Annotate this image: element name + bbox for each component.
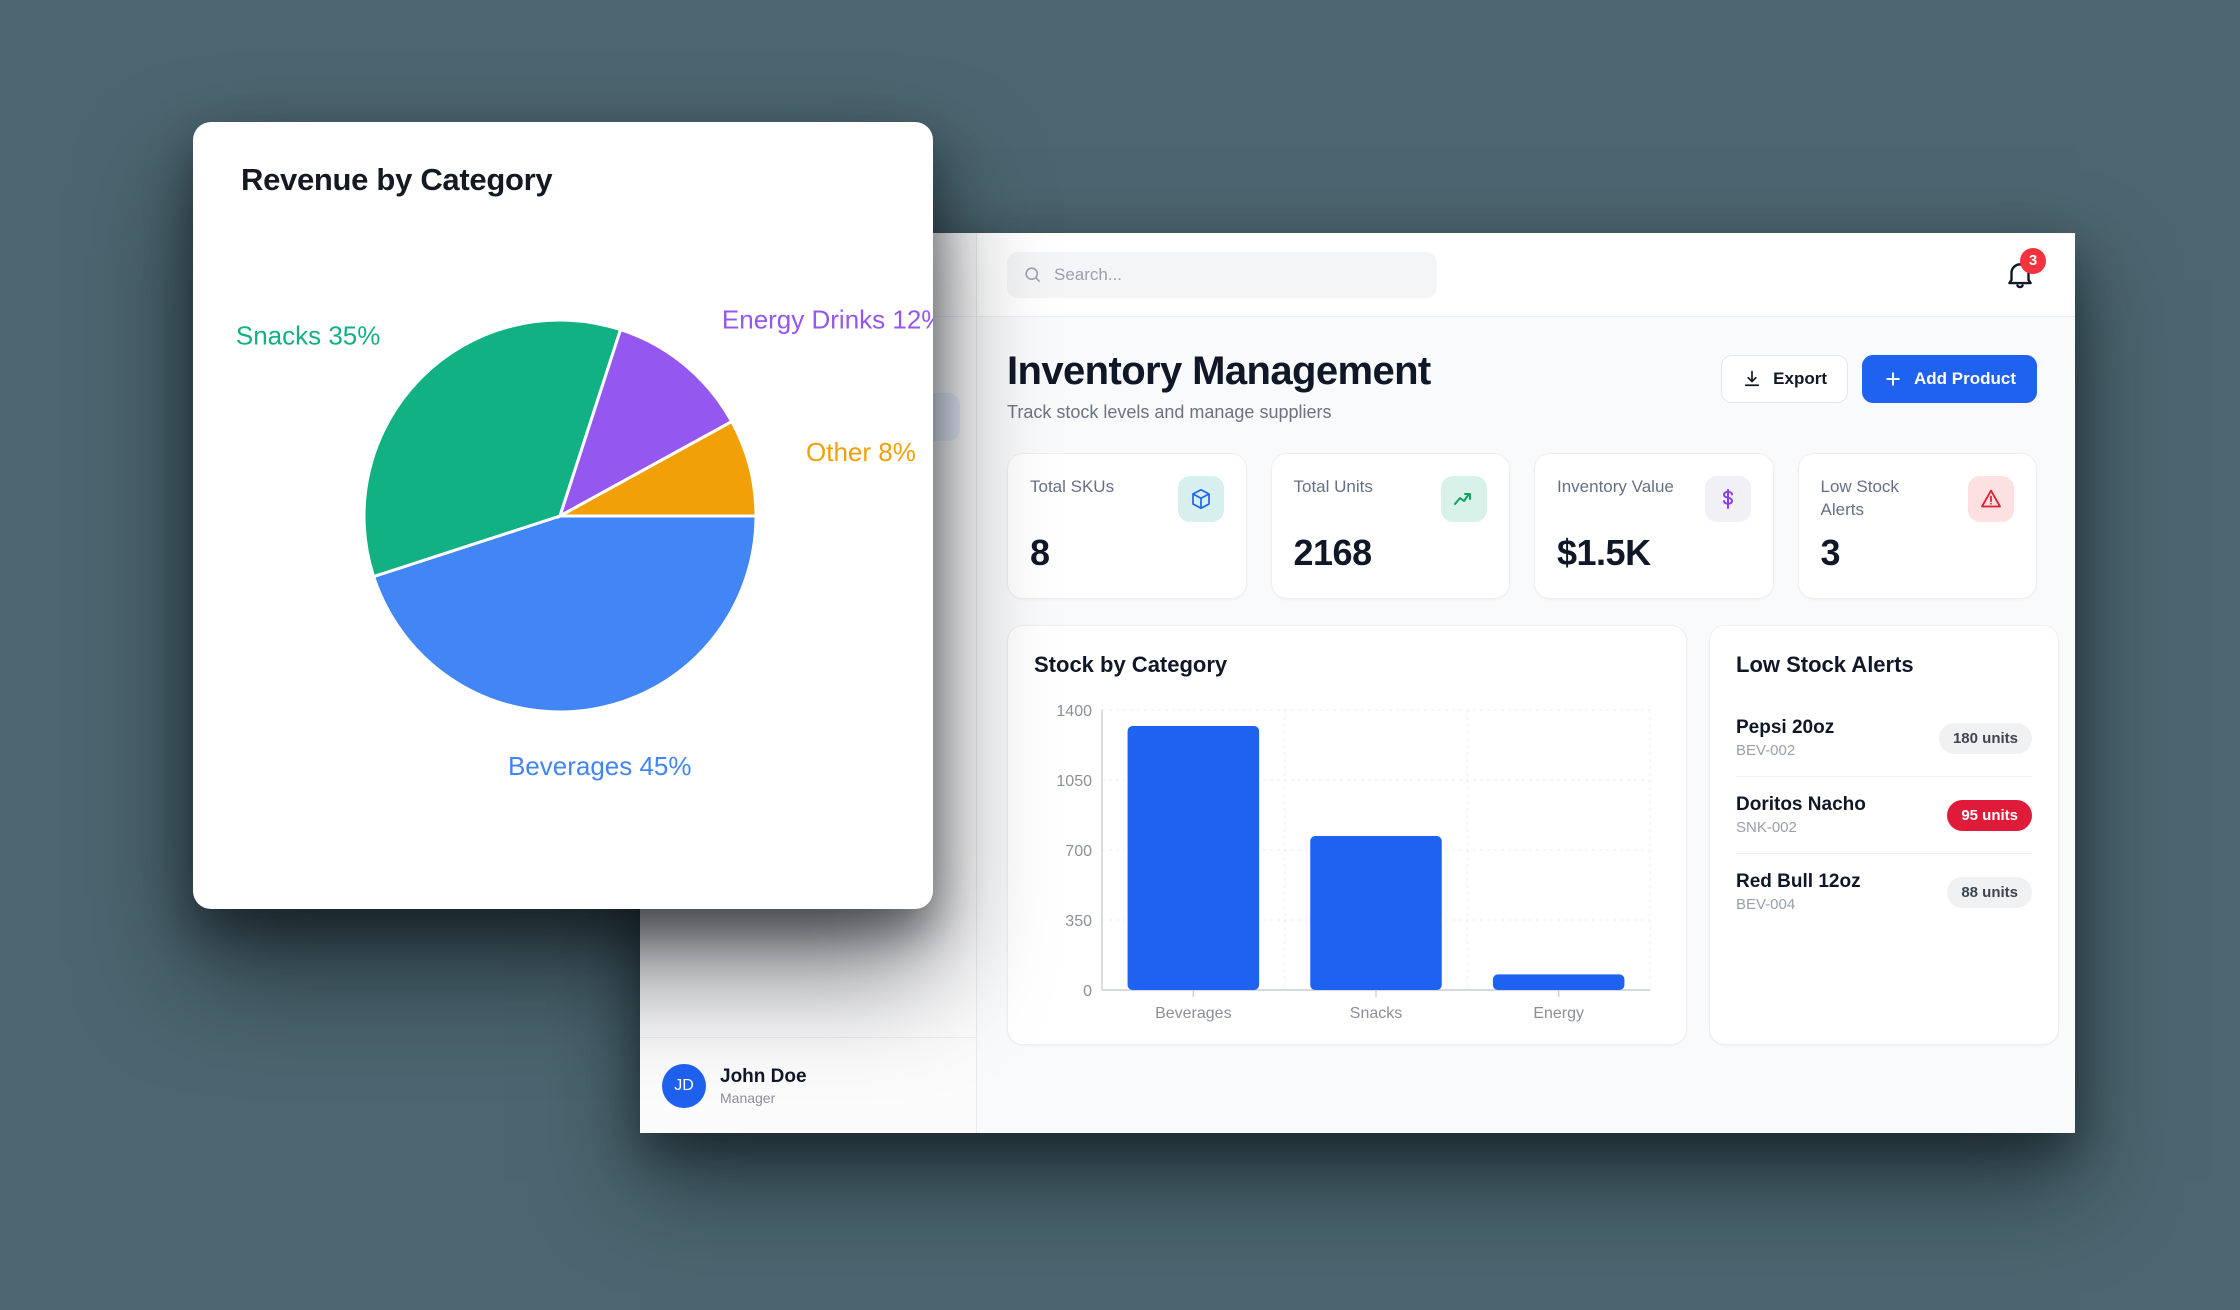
pie-slice-label: Snacks 35% [236, 320, 381, 350]
add-product-label: Add Product [1914, 369, 2016, 388]
stat-value: $1.5K [1557, 532, 1651, 573]
export-button[interactable]: Export [1721, 355, 1848, 403]
stat-label: Total Units [1293, 477, 1373, 496]
card-title: Revenue by Category [241, 162, 553, 197]
y-axis-tick-label: 1400 [1056, 703, 1092, 720]
alert-product-name: Pepsi 20oz [1736, 717, 1835, 738]
add-product-button[interactable]: Add Product [1862, 355, 2037, 403]
dashboard-panels: Stock by Category 0 350 700 1050 1400 Beverag… [1007, 625, 2059, 1045]
list-item[interactable]: Pepsi 20oz BEV-002 180 units [1736, 700, 2032, 777]
notification-badge: 3 [2020, 247, 2046, 274]
page-content: Inventory Management Track stock levels … [977, 317, 2075, 1133]
stat-value: 3 [1820, 532, 1841, 573]
dollar-icon-wrap [1704, 476, 1751, 522]
alert-list: Pepsi 20oz BEV-002 180 units Doritos Nac… [1736, 700, 2032, 930]
low-stock-alerts-panel: Low Stock Alerts Pepsi 20oz BEV-002 180 … [1709, 625, 2059, 1045]
stat-label: Total SKUs [1030, 477, 1115, 496]
alert-triangle-icon-wrap [1968, 476, 2014, 522]
stat-value: 2168 [1293, 532, 1373, 573]
pie-slice-label: Other 8% [806, 437, 916, 467]
user-name: John Doe [720, 1065, 807, 1087]
bar-chart-svg: 0 350 700 1050 1400 Beverages Snacks Energy [1056, 703, 1651, 1022]
trend-up-icon [1454, 493, 1471, 505]
alert-product-name: Red Bull 12oz [1736, 871, 1861, 892]
notification-button[interactable]: 3 [2003, 247, 2046, 292]
status-badge: 88 units [1947, 876, 2032, 908]
status-badge: 180 units [1938, 722, 2032, 754]
stat-card-inventory-value[interactable]: Inventory Value $1.5K [1534, 453, 1774, 599]
bar-chart: 0 350 700 1050 1400 Beverages Snacks Energy [1034, 696, 1660, 1026]
avatar: JD [662, 1063, 706, 1108]
y-axis-tick-label: 350 [1065, 913, 1092, 930]
stat-label: Inventory Value [1557, 477, 1674, 496]
pie-slice [557, 327, 734, 520]
box-icon [1191, 488, 1210, 510]
stat-label: Low Stock Alerts [1820, 477, 1899, 519]
stat-value: 8 [1030, 532, 1050, 573]
x-axis-tick-label: Beverages [1155, 1005, 1232, 1022]
topbar: 3 [977, 233, 2075, 317]
stat-card-total-units[interactable]: Total Units 2168 [1270, 453, 1510, 599]
export-label: Export [1773, 369, 1827, 388]
x-axis-tick-label: Snacks [1350, 1005, 1402, 1022]
alert-product-name: Doritos Nacho [1736, 794, 1866, 815]
sidebar-user[interactable]: JD John Doe Manager [640, 1037, 976, 1133]
pie-slice [559, 419, 758, 518]
pie-slice [371, 514, 758, 714]
alert-product-sku: BEV-004 [1736, 896, 1796, 913]
main-region: 3 Inventory Management Track stock level… [977, 233, 2075, 1133]
stat-card-low-stock-alerts[interactable]: Low Stock Alerts 3 [1797, 453, 2037, 599]
status-badge: 95 units [1947, 799, 2032, 831]
alert-product-sku: BEV-002 [1736, 742, 1796, 759]
download-icon [1745, 370, 1760, 387]
pie-chart: Beverages 45% Snacks 35% Energy Drinks 12%… [193, 198, 933, 898]
page-actions: Export Add Product [1721, 349, 2037, 403]
search-box[interactable] [1007, 251, 1437, 298]
pie-slice-label: Energy Drinks 12% [722, 304, 933, 334]
page-header: Inventory Management Track stock levels … [1007, 349, 2037, 423]
list-item[interactable]: Red Bull 12oz BEV-004 88 units [1736, 854, 2032, 930]
bar[interactable] [1127, 726, 1260, 990]
alert-triangle-icon [1981, 489, 2001, 508]
panel-title: Stock by Category [1034, 652, 1228, 677]
search-input[interactable] [1054, 264, 1421, 285]
y-axis-tick-label: 1050 [1056, 773, 1092, 790]
pie-slice-label: Beverages 45% [508, 751, 692, 781]
bar[interactable] [1492, 974, 1625, 990]
stock-by-category-panel: Stock by Category 0 350 700 1050 1400 Beverag… [1007, 625, 1687, 1045]
page-title: Inventory Management [1007, 349, 1431, 393]
trend-up-icon-wrap [1441, 476, 1487, 522]
stat-card-total-skus[interactable]: Total SKUs 8 [1007, 453, 1247, 599]
user-role: Manager [720, 1089, 776, 1106]
y-axis-tick-label: 0 [1083, 983, 1092, 1000]
plus-icon [1886, 372, 1900, 386]
pie-chart-svg: Beverages 45% Snacks 35% Energy Drinks 12%… [236, 304, 933, 781]
panel-title: Low Stock Alerts [1736, 652, 1914, 677]
page-subtitle: Track stock levels and manage suppliers [1007, 402, 1332, 422]
x-axis-tick-label: Energy [1533, 1005, 1584, 1022]
revenue-by-category-card: Revenue by Category Beverages 45% Snacks … [193, 122, 933, 909]
pie-slice [362, 318, 623, 579]
y-axis-tick-label: 700 [1065, 843, 1092, 860]
bar[interactable] [1310, 836, 1442, 990]
search-icon [1025, 267, 1041, 283]
dollar-icon [1722, 489, 1733, 509]
alert-product-sku: SNK-002 [1736, 819, 1797, 836]
stat-cards: Total SKUs 8 [1007, 453, 2037, 599]
box-icon-wrap [1177, 476, 1224, 522]
list-item[interactable]: Doritos Nacho SNK-002 95 units [1736, 777, 2032, 854]
